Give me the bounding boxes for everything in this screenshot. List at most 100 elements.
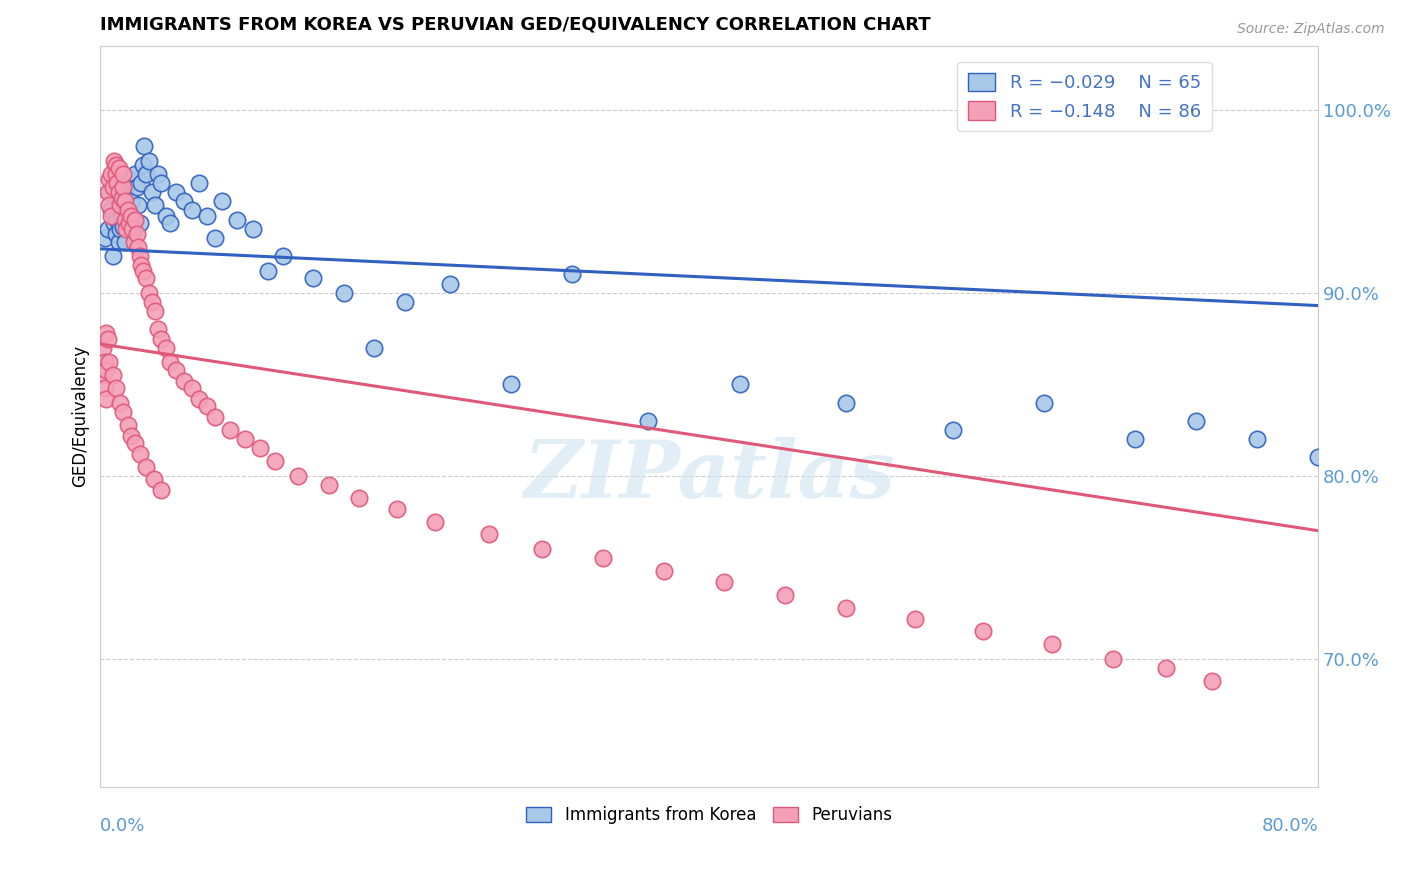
- Point: [143, 198, 166, 212]
- Point: [173, 194, 195, 209]
- Point: [180, 203, 202, 218]
- Point: [114, 235, 136, 249]
- Point: [122, 221, 145, 235]
- Point: [107, 185, 129, 199]
- Point: [112, 179, 135, 194]
- Point: [115, 221, 138, 235]
- Point: [302, 271, 325, 285]
- Point: [108, 395, 131, 409]
- Point: [131, 176, 153, 190]
- Point: [385, 501, 408, 516]
- Point: [96, 362, 118, 376]
- Point: [111, 209, 134, 223]
- Point: [96, 326, 118, 340]
- Point: [101, 368, 124, 383]
- Point: [148, 167, 170, 181]
- Point: [1033, 395, 1056, 409]
- Point: [942, 423, 965, 437]
- Point: [195, 399, 218, 413]
- Point: [271, 249, 294, 263]
- Point: [114, 185, 136, 199]
- Point: [134, 139, 156, 153]
- Point: [211, 194, 233, 209]
- Point: [112, 176, 135, 190]
- Point: [100, 209, 122, 223]
- Point: [97, 221, 120, 235]
- Point: [125, 227, 148, 242]
- Point: [104, 227, 127, 242]
- Point: [637, 414, 659, 428]
- Point: [195, 209, 218, 223]
- Point: [135, 459, 157, 474]
- Point: [835, 600, 858, 615]
- Point: [98, 172, 121, 186]
- Point: [94, 355, 117, 369]
- Point: [775, 588, 797, 602]
- Point: [114, 212, 136, 227]
- Point: [103, 216, 125, 230]
- Point: [115, 203, 138, 218]
- Point: [129, 249, 152, 263]
- Point: [394, 294, 416, 309]
- Point: [120, 209, 142, 223]
- Point: [166, 185, 188, 199]
- Point: [100, 167, 122, 181]
- Text: 0.0%: 0.0%: [100, 816, 146, 835]
- Point: [159, 216, 181, 230]
- Point: [138, 153, 160, 168]
- Point: [148, 322, 170, 336]
- Point: [120, 194, 142, 209]
- Point: [104, 176, 127, 190]
- Point: [121, 221, 143, 235]
- Point: [135, 271, 157, 285]
- Point: [132, 264, 155, 278]
- Point: [129, 216, 152, 230]
- Point: [347, 491, 370, 505]
- Point: [114, 194, 136, 209]
- Point: [1246, 432, 1268, 446]
- Point: [530, 541, 553, 556]
- Point: [101, 179, 124, 194]
- Point: [1125, 432, 1147, 446]
- Point: [204, 231, 226, 245]
- Point: [188, 392, 211, 406]
- Point: [138, 285, 160, 300]
- Point: [107, 235, 129, 249]
- Point: [112, 167, 135, 181]
- Point: [1308, 450, 1330, 465]
- Point: [121, 209, 143, 223]
- Point: [105, 212, 128, 227]
- Point: [132, 158, 155, 172]
- Point: [118, 216, 141, 230]
- Point: [150, 176, 173, 190]
- Point: [104, 158, 127, 172]
- Point: [204, 410, 226, 425]
- Point: [94, 231, 117, 245]
- Point: [96, 392, 118, 406]
- Point: [98, 355, 121, 369]
- Point: [233, 432, 256, 446]
- Point: [1201, 673, 1223, 688]
- Point: [124, 212, 146, 227]
- Point: [652, 564, 675, 578]
- Point: [835, 395, 858, 409]
- Point: [155, 209, 177, 223]
- Point: [117, 203, 139, 218]
- Point: [713, 574, 735, 589]
- Text: ZIPatlas: ZIPatlas: [523, 437, 896, 515]
- Point: [1154, 661, 1177, 675]
- Point: [150, 483, 173, 498]
- Point: [125, 179, 148, 194]
- Point: [122, 235, 145, 249]
- Point: [98, 185, 121, 199]
- Point: [118, 172, 141, 186]
- Point: [141, 294, 163, 309]
- Point: [141, 185, 163, 199]
- Point: [226, 212, 249, 227]
- Point: [120, 428, 142, 442]
- Point: [287, 468, 309, 483]
- Point: [131, 258, 153, 272]
- Point: [972, 624, 994, 639]
- Point: [477, 527, 499, 541]
- Point: [124, 167, 146, 181]
